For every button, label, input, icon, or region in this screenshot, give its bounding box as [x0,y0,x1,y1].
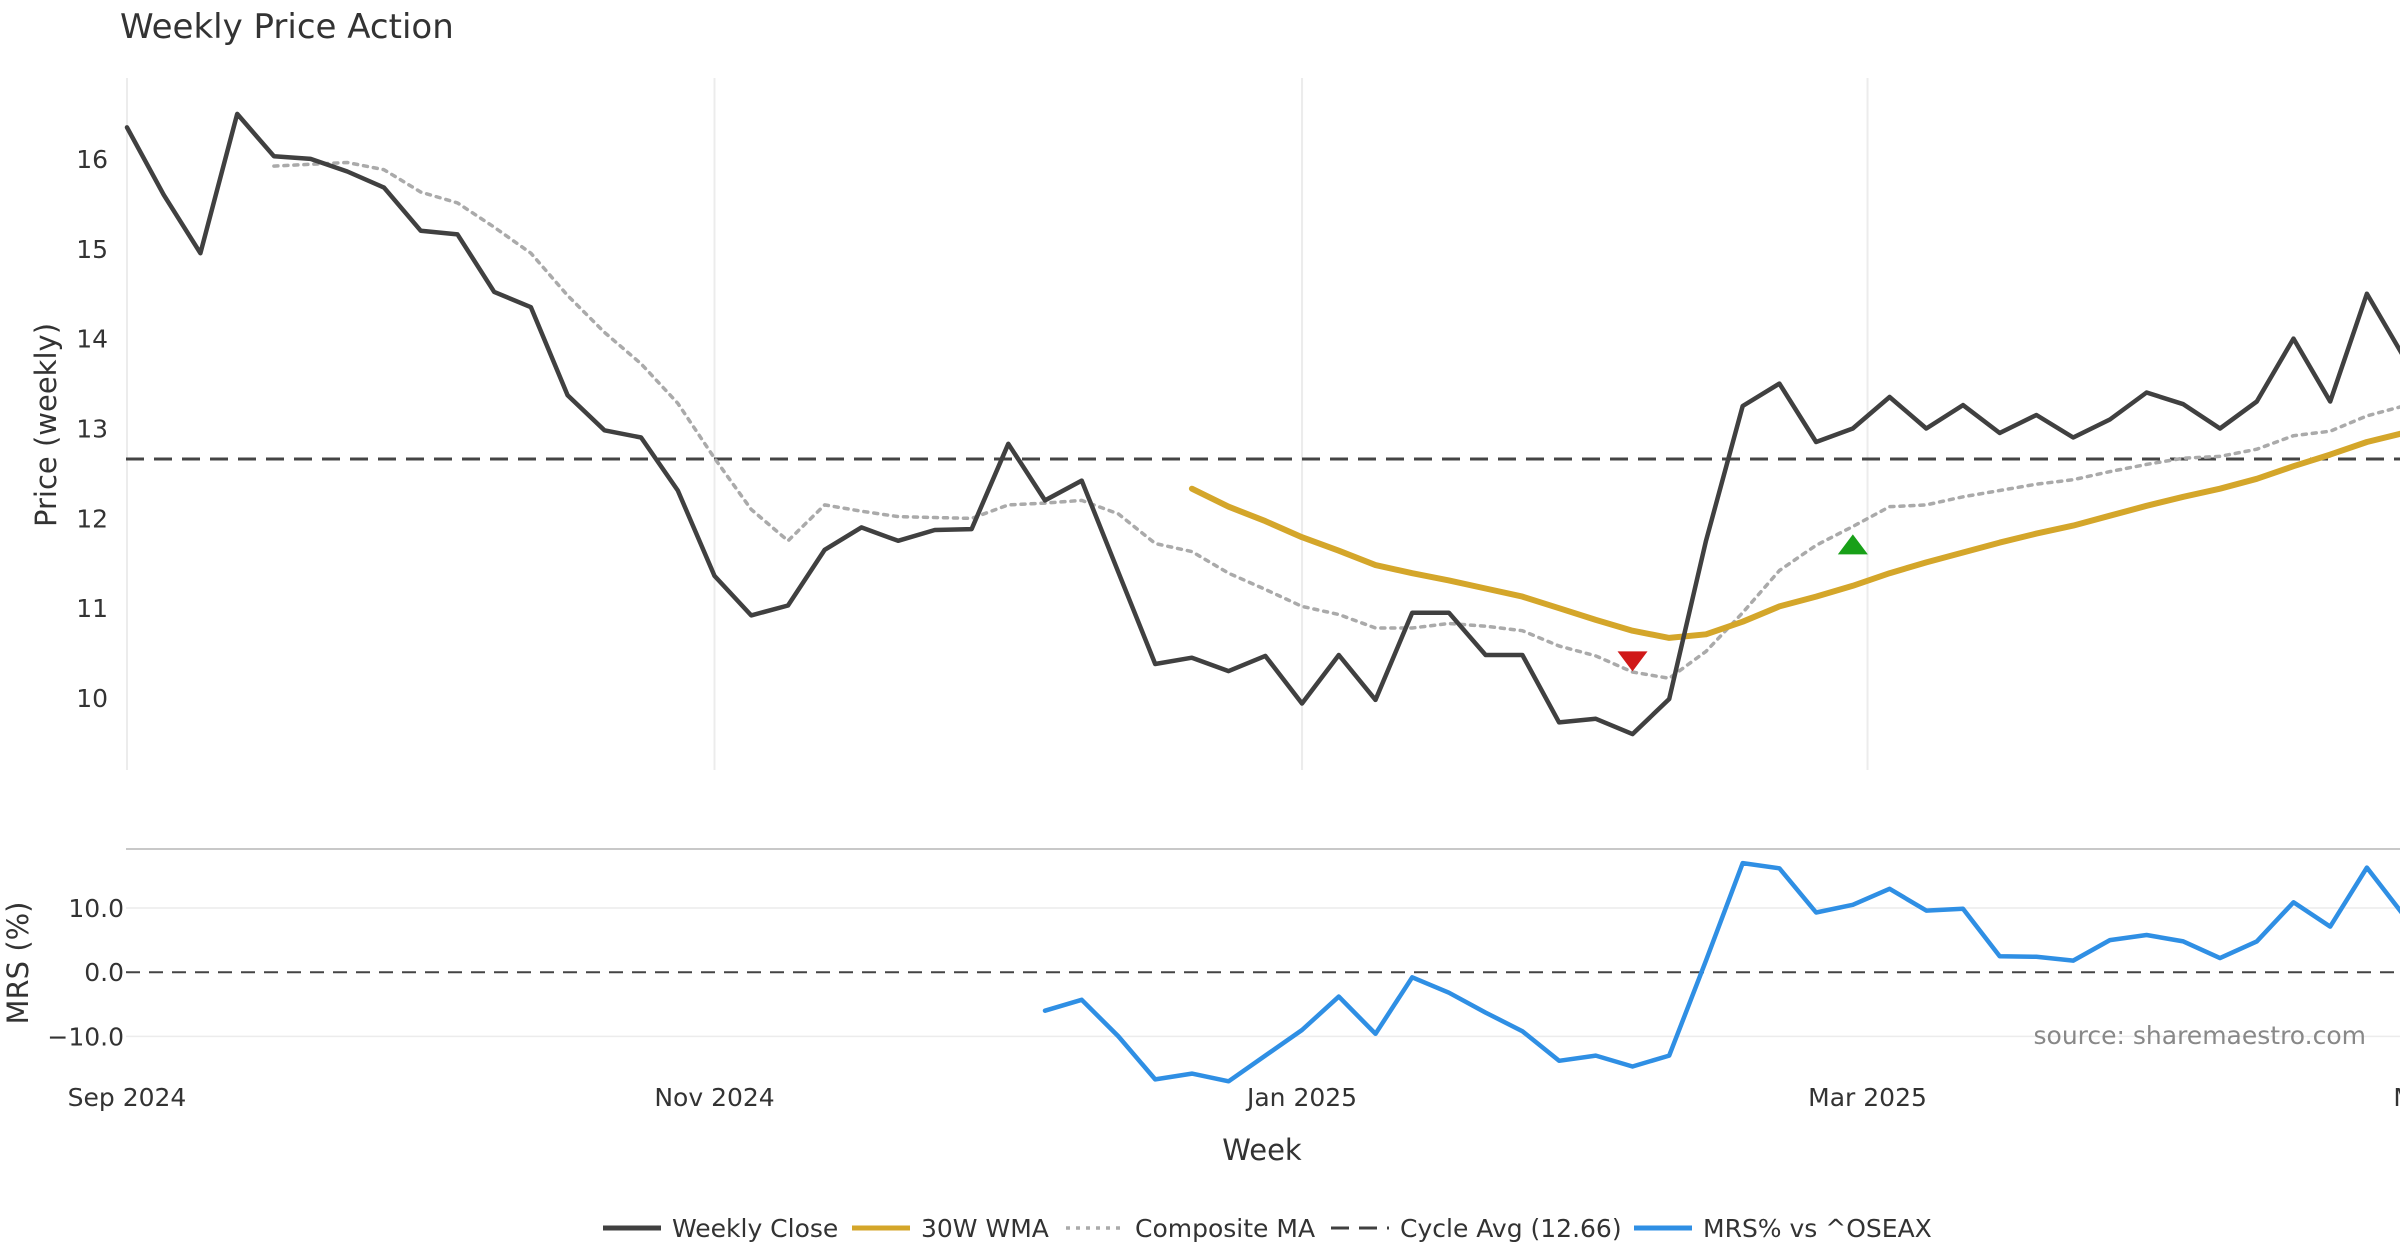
price-y-tick-6: 16 [76,145,108,174]
price-y-tick-4: 14 [76,325,108,354]
legend-label: Cycle Avg (12.66) [1400,1214,1622,1243]
x-tick-3: Mar 2025 [1808,1083,1927,1112]
upper-grid [126,78,1869,770]
legend: Weekly Close 30W WMA Composite MA Cycle Avg… [603,1214,1932,1243]
x-tick-4: May 2025 [2393,1083,2400,1112]
sell-signal-marker [1617,651,1648,672]
mrs-y-axis-label: MRS (%) [1,902,35,1025]
mrs-y-tick-0: 10.0 [68,894,124,923]
x-axis-label: Week [1222,1133,1302,1167]
price-y-ticks: 10 11 12 13 14 15 16 [76,145,108,713]
mrs-y-ticks: 10.0 0.0 −10.0 [47,894,124,1051]
x-ticks: Sep 2024 Nov 2024 Jan 2025 Mar 2025 May 2025… [68,1083,2400,1112]
legend-label: Composite MA [1135,1214,1315,1243]
buy-signal-marker [1837,534,1868,555]
legend-label: Weekly Close [672,1214,838,1243]
legend-item-0: Weekly Close [603,1214,838,1243]
price-y-tick-2: 12 [76,504,108,533]
price-series [124,111,2400,737]
legend-item-3: Cycle Avg (12.66) [1331,1214,1622,1243]
mrs-y-tick-1: 0.0 [84,958,124,987]
price-y-tick-3: 13 [76,414,108,443]
legend-label: 30W WMA [921,1214,1049,1243]
price-y-tick-5: 15 [76,235,108,264]
legend-item-4: MRS% vs ^OSEAX [1634,1214,1932,1243]
series-weekly-close [124,111,2400,737]
lower-grid [126,907,2400,1038]
source-annotation: source: sharemaestro.com [2034,1021,2367,1050]
series-mrs-vs-oseax [1042,860,2400,1084]
series-composite-ma [272,160,2400,681]
x-tick-0: Sep 2024 [68,1083,187,1112]
signal-markers [1617,534,1868,672]
x-tick-1: Nov 2024 [654,1083,774,1112]
series-30w-wma [1188,430,2400,641]
legend-item-1: 30W WMA [852,1214,1049,1243]
price-y-tick-0: 10 [76,684,108,713]
mrs-series [1042,860,2400,1084]
legend-label: MRS% vs ^OSEAX [1703,1214,1932,1243]
x-tick-2: Jan 2025 [1245,1083,1357,1112]
legend-item-2: Composite MA [1066,1214,1315,1243]
chart-title: Weekly Price Action [120,7,454,47]
price-y-axis-label: Price (weekly) [29,323,63,527]
mrs-y-tick-2: −10.0 [47,1022,124,1051]
price-y-tick-1: 11 [76,594,108,623]
